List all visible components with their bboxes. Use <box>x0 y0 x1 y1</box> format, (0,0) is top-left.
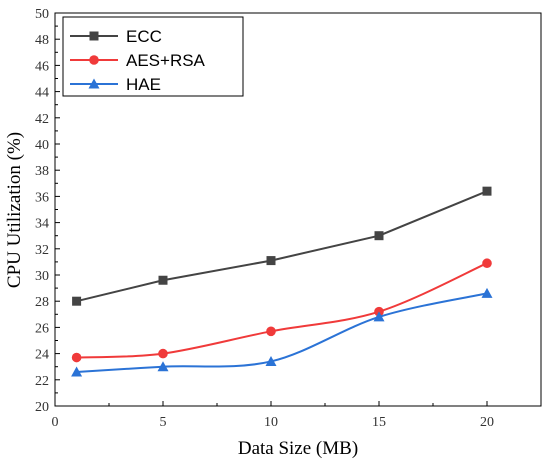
data-point <box>71 352 82 363</box>
series-aes-rsa <box>71 258 492 363</box>
legend-marker <box>89 55 99 65</box>
series-layer <box>71 186 493 377</box>
y-axis-title: CPU Utilization (%) <box>4 132 25 288</box>
y-tick-label: 36 <box>35 190 49 205</box>
series-hae <box>71 287 493 377</box>
y-tick-label: 22 <box>35 374 49 389</box>
legend-label: AES+RSA <box>126 51 206 70</box>
y-tick-label: 24 <box>35 348 49 363</box>
y-tick-label: 28 <box>35 295 49 310</box>
y-tick-label: 50 <box>35 7 49 22</box>
data-point <box>157 361 169 372</box>
x-tick-label: 5 <box>160 415 167 430</box>
data-point <box>265 355 277 366</box>
y-tick-label: 20 <box>35 400 49 415</box>
y-axis: 20 22 24 26 28 30 32 34 36 38 40 42 44 46 48 50 <box>35 7 60 415</box>
x-tick-label: 10 <box>264 415 278 430</box>
y-tick-label: 38 <box>35 164 49 179</box>
data-point <box>71 366 83 377</box>
y-tick-label: 30 <box>35 269 49 284</box>
y-tick-label: 26 <box>35 321 49 336</box>
legend-item: HAE <box>70 75 161 94</box>
y-tick-label: 40 <box>35 138 49 153</box>
legend: ECC AES+RSA HAE <box>62 16 244 97</box>
data-point <box>266 326 276 337</box>
y-tick-label: 44 <box>35 86 49 101</box>
x-axis-title: Data Size (MB) <box>238 438 358 459</box>
series-line <box>76 262 488 359</box>
series-line <box>76 292 488 373</box>
x-axis: 0 5 10 15 20 <box>52 401 494 430</box>
series-ecc <box>72 186 492 306</box>
x-tick-label: 15 <box>372 415 386 430</box>
legend-label: ECC <box>126 27 162 46</box>
data-point <box>481 287 493 298</box>
data-point <box>72 296 82 306</box>
y-tick-label: 42 <box>35 112 49 127</box>
legend-item: AES+RSA <box>70 51 206 70</box>
y-tick-label: 46 <box>35 59 49 74</box>
x-tick-label: 20 <box>480 415 494 430</box>
legend-marker <box>89 31 99 41</box>
series-line <box>76 190 488 303</box>
data-point <box>482 258 492 269</box>
legend-marker <box>88 78 100 89</box>
data-point <box>374 231 384 241</box>
data-point <box>158 275 168 285</box>
data-point <box>373 311 385 322</box>
legend-label: HAE <box>126 75 161 94</box>
legend-item: ECC <box>70 27 162 46</box>
data-point <box>266 256 276 266</box>
y-tick-label: 48 <box>35 33 49 48</box>
y-tick-label: 34 <box>35 217 49 232</box>
x-tick-label: 0 <box>52 415 59 430</box>
data-point <box>158 348 168 359</box>
data-point <box>482 186 492 196</box>
y-tick-label: 32 <box>35 243 49 258</box>
